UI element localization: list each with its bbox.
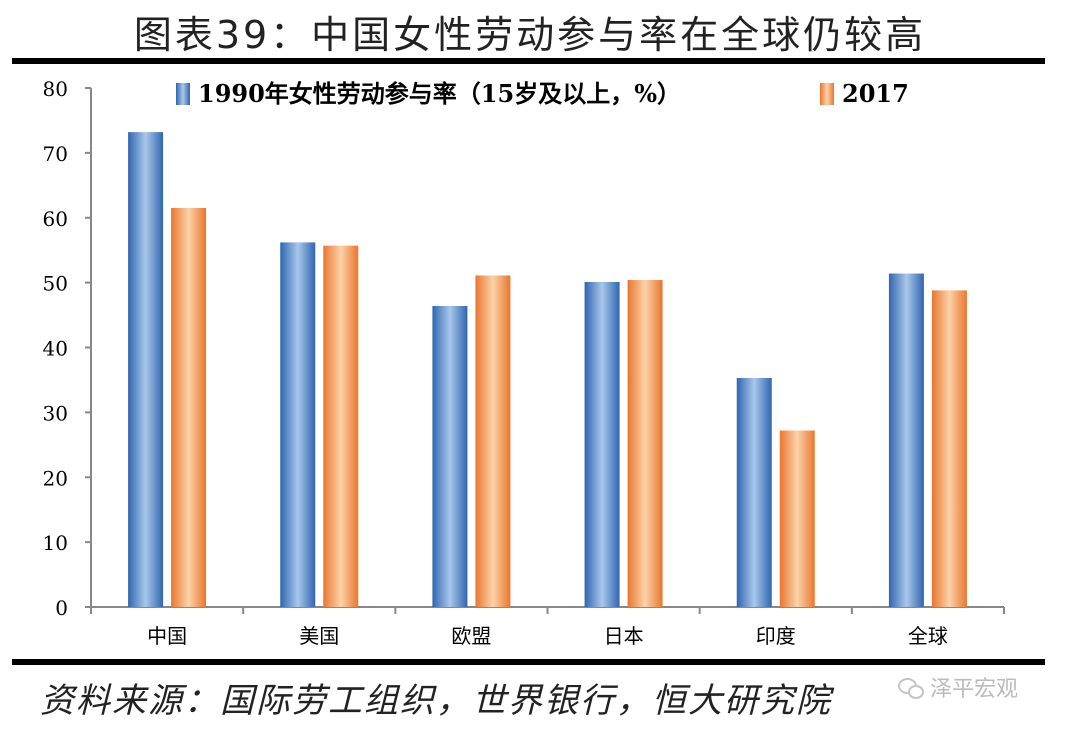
y-tick-label: 60 <box>43 207 68 231</box>
y-tick-label: 80 <box>43 77 68 101</box>
y-tick-label: 0 <box>55 596 68 620</box>
y-tick-label: 70 <box>43 142 68 166</box>
legend-label-1990: 1990年女性劳动参与率（15岁及以上，%） <box>198 79 681 108</box>
x-tick-label: 欧盟 <box>451 624 491 648</box>
source-note: 资料来源：国际劳工组织，世界银行，恒大研究院 <box>40 681 832 721</box>
axes: 0 10 20 30 40 50 60 70 80 中国 美国 欧盟 日本 印度 全球 <box>43 77 1005 648</box>
bottom-rule <box>12 659 1045 665</box>
y-tick-label: 20 <box>43 466 68 490</box>
top-rule <box>12 58 1045 64</box>
bar-2017-0 <box>171 208 207 608</box>
bar-2017-1 <box>323 245 359 608</box>
y-tick-label: 10 <box>43 531 68 555</box>
bar-2017-3 <box>627 280 663 607</box>
y-tick-label: 40 <box>43 337 68 361</box>
x-tick-label: 中国 <box>147 624 187 648</box>
legend-swatch-2017 <box>820 83 834 105</box>
legend: 1990年女性劳动参与率（15岁及以上，%） 2017 <box>176 79 909 108</box>
x-tick-label: 印度 <box>756 624 796 648</box>
y-tick-label: 30 <box>43 401 68 425</box>
bar-1990-4 <box>736 377 772 607</box>
x-tick-label: 全球 <box>908 624 948 648</box>
wechat-icon <box>898 676 924 699</box>
x-tick-label: 日本 <box>604 624 644 648</box>
y-tick-label: 50 <box>43 272 68 296</box>
x-tick-label: 美国 <box>299 624 339 648</box>
bars <box>128 132 967 608</box>
watermark: 泽平宏观 <box>898 671 1018 703</box>
watermark-text: 泽平宏观 <box>930 677 1019 702</box>
bar-1990-3 <box>584 281 620 607</box>
bar-2017-5 <box>931 290 967 607</box>
legend-label-2017: 2017 <box>842 79 909 108</box>
bar-1990-2 <box>432 305 468 607</box>
bar-2017-4 <box>779 430 815 607</box>
bar-1990-5 <box>888 273 924 607</box>
bar-1990-0 <box>128 132 164 608</box>
bar-1990-1 <box>280 242 316 607</box>
figure-title: 图表39：中国女性劳动参与率在全球仍较高 <box>133 13 927 57</box>
bar-chart: 1990年女性劳动参与率（15岁及以上，%） 2017 0 10 20 30 40 50 6… <box>43 77 1005 648</box>
bar-2017-2 <box>475 275 511 607</box>
legend-swatch-1990 <box>176 83 190 105</box>
